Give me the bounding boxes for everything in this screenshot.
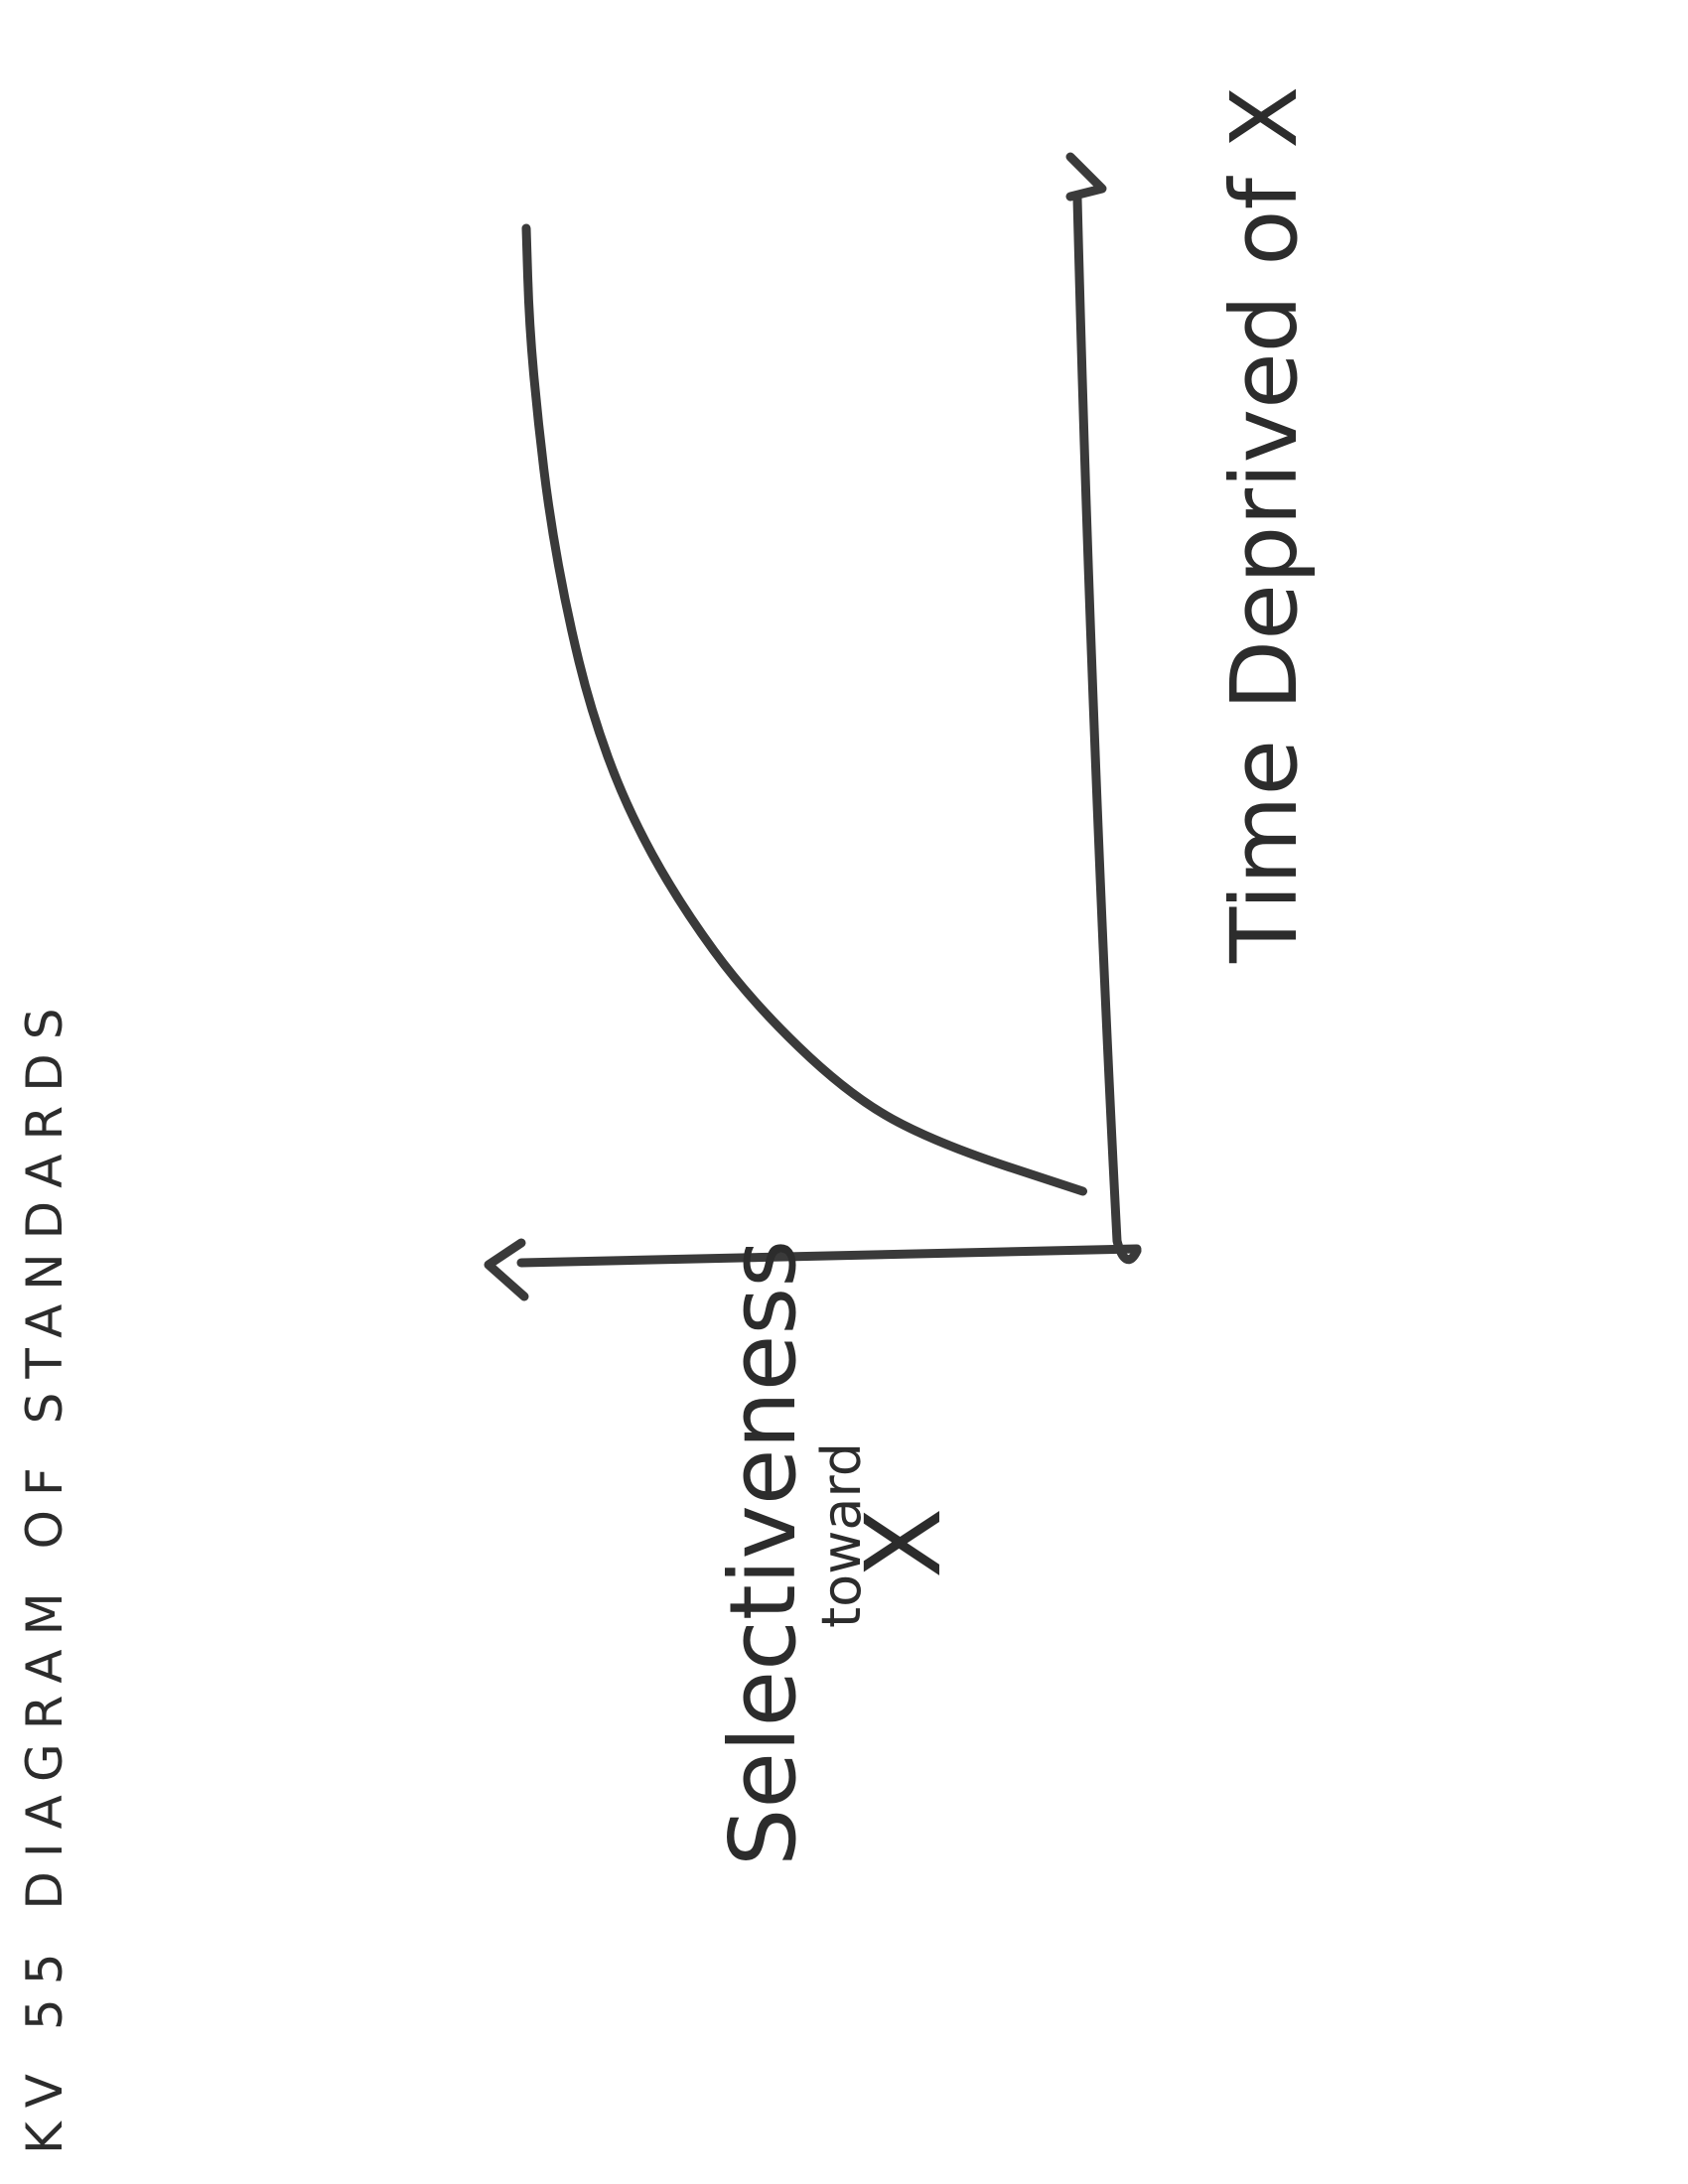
- y-axis-label-line-2: toward: [810, 1442, 873, 1628]
- data-curve: [521, 223, 1087, 1196]
- axes: [484, 152, 1142, 1301]
- page-title: KV 55 DIAGRAM OF STANDARDS: [16, 995, 73, 2155]
- y-axis-label-line-3: X: [843, 1508, 964, 1578]
- x-axis-arrowhead: [1065, 152, 1107, 202]
- x-axis-line: [1072, 194, 1142, 1265]
- y-axis-label: Selectiveness toward X: [710, 1240, 964, 1866]
- x-axis-label: Time Deprived of X: [1211, 86, 1318, 964]
- y-axis-label-line-1: Selectiveness: [710, 1240, 816, 1866]
- y-axis-line: [516, 1244, 1142, 1268]
- y-axis-arrowhead: [484, 1238, 529, 1301]
